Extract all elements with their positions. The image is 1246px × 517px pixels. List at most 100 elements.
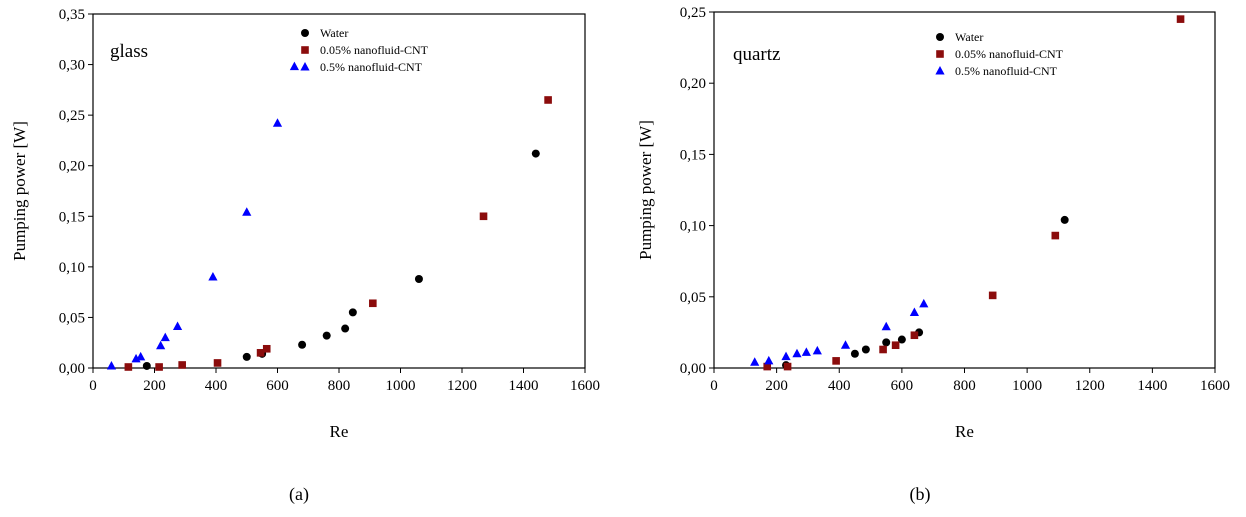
- data-point: [881, 321, 891, 331]
- y-tick-label: 0,10: [59, 260, 85, 276]
- data-point: [988, 291, 997, 300]
- data-point: [178, 361, 186, 369]
- x-tick-label: 1000: [386, 378, 416, 394]
- data-point: [850, 349, 859, 358]
- x-tick-label: 400: [205, 378, 228, 394]
- data-point: [531, 149, 540, 158]
- series: [124, 96, 552, 371]
- data-point: [242, 352, 251, 361]
- chart-panel-1: 0 200 400 600 800 1000 1200 1400 1600 0,00 0,05 0,1…: [10, 7, 600, 505]
- y-tick-label: 0,25: [680, 5, 706, 21]
- data-point: [882, 338, 891, 347]
- data-point: [783, 362, 792, 371]
- data-point: [861, 345, 870, 354]
- data-point: [156, 340, 166, 350]
- data-point: [792, 348, 802, 358]
- x-tick-label: 200: [765, 378, 788, 394]
- y-tick-label: 0,00: [59, 361, 85, 377]
- x-tick-label: 0: [710, 378, 718, 394]
- data-point: [242, 207, 252, 216]
- legend-marker: [300, 62, 310, 71]
- x-tick-label: 1200: [1075, 378, 1105, 394]
- data-point: [840, 340, 851, 349]
- x-axis-label: Re: [955, 422, 974, 441]
- panel-label: glass: [110, 41, 148, 62]
- data-point: [213, 359, 222, 367]
- data-point: [1051, 231, 1060, 240]
- data-point: [256, 349, 265, 357]
- y-tick-label: 0,05: [59, 310, 85, 326]
- data-point: [124, 363, 133, 371]
- data-point: [544, 96, 552, 104]
- data-point: [369, 299, 377, 308]
- x-tick-label: 0: [89, 378, 97, 394]
- y-axis-label: Pumping power [W]: [636, 120, 655, 260]
- data-point: [910, 331, 919, 340]
- data-point: [909, 307, 919, 316]
- legend-label: 0.05% nanofluid-CNT: [320, 43, 429, 57]
- legend-label: Water: [320, 26, 348, 40]
- data-point: [341, 324, 350, 333]
- data-point: [479, 212, 488, 221]
- y-tick-label: 0,20: [680, 76, 706, 92]
- data-point: [298, 340, 307, 349]
- x-tick-label: 1400: [1137, 378, 1167, 394]
- data-point: [172, 321, 183, 331]
- y-tick-label: 0,05: [680, 290, 706, 306]
- y-tick-label: 0,15: [59, 209, 85, 225]
- legend-marker: [936, 33, 944, 41]
- data-point: [832, 357, 840, 365]
- y-axis-label: Pumping power [W]: [10, 121, 29, 261]
- data-point: [262, 344, 271, 353]
- data-point: [272, 118, 283, 127]
- legend-marker: [301, 46, 309, 54]
- data-point: [155, 363, 163, 371]
- series: [750, 298, 929, 366]
- x-tick-label: 800: [953, 378, 976, 394]
- y-tick-label: 0,00: [680, 361, 706, 377]
- legend-marker: [301, 29, 309, 37]
- y-tick-label: 0,30: [59, 58, 85, 74]
- legend-label: 0.5% nanofluid-CNT: [955, 64, 1058, 78]
- data-point: [208, 271, 218, 281]
- y-tick-label: 0,10: [680, 219, 706, 235]
- panel-caption: (a): [289, 484, 309, 505]
- x-tick-label: 1600: [1200, 378, 1230, 394]
- panel-caption: (b): [910, 484, 931, 505]
- series: [763, 15, 1185, 371]
- legend-marker: [936, 50, 944, 58]
- data-point: [106, 360, 117, 370]
- y-tick-label: 0,20: [59, 159, 85, 175]
- data-point: [136, 351, 146, 361]
- x-tick-label: 1200: [447, 378, 477, 394]
- data-point: [160, 332, 170, 342]
- x-tick-label: 800: [328, 378, 351, 394]
- x-tick-label: 1400: [509, 378, 539, 394]
- data-point: [879, 345, 887, 354]
- data-point: [348, 308, 357, 317]
- data-point: [750, 357, 760, 366]
- series: [106, 61, 300, 370]
- data-point: [801, 347, 811, 356]
- x-axis-label: Re: [330, 422, 349, 441]
- chart-panel-2: 0 200 400 600 800 1000 1200 1400 1600 0,00 0,05 0,1…: [636, 5, 1230, 505]
- x-tick-label: 400: [828, 378, 851, 394]
- x-tick-label: 1000: [1012, 378, 1042, 394]
- legend-label: 0.5% nanofluid-CNT: [320, 60, 423, 74]
- data-point: [289, 61, 300, 71]
- legend-label: 0.05% nanofluid-CNT: [955, 47, 1064, 61]
- data-point: [919, 298, 929, 308]
- data-point: [764, 355, 774, 365]
- series: [142, 149, 540, 370]
- data-point: [812, 345, 822, 355]
- data-point: [781, 351, 791, 361]
- data-point: [322, 331, 331, 340]
- legend-label: Water: [955, 30, 983, 44]
- data-point: [763, 362, 772, 371]
- y-tick-label: 0,35: [59, 7, 85, 23]
- x-tick-label: 600: [266, 378, 289, 394]
- legend-marker: [935, 66, 945, 75]
- x-tick-label: 1600: [570, 378, 600, 394]
- data-point: [1060, 215, 1069, 224]
